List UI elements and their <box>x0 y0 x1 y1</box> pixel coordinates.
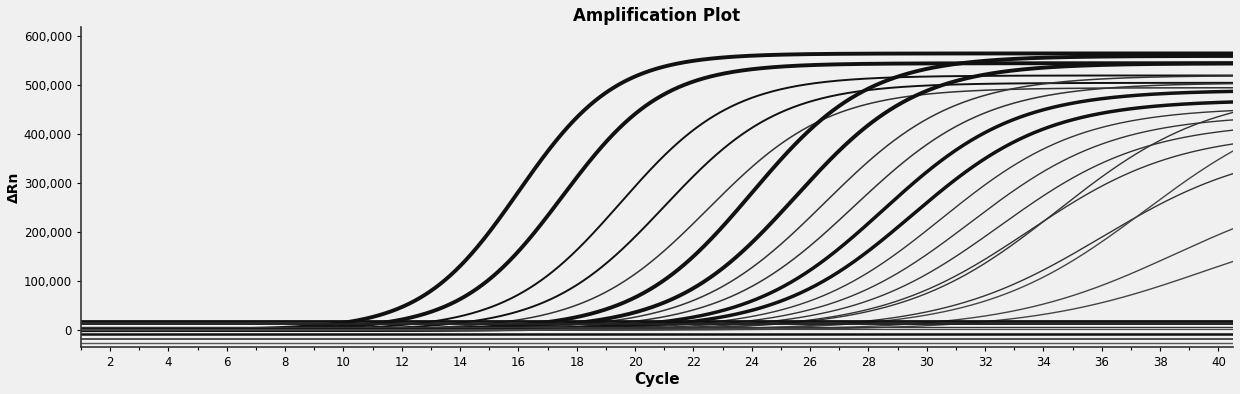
Title: Amplification Plot: Amplification Plot <box>573 7 740 25</box>
X-axis label: Cycle: Cycle <box>634 372 680 387</box>
Y-axis label: ΔRn: ΔRn <box>7 171 21 203</box>
